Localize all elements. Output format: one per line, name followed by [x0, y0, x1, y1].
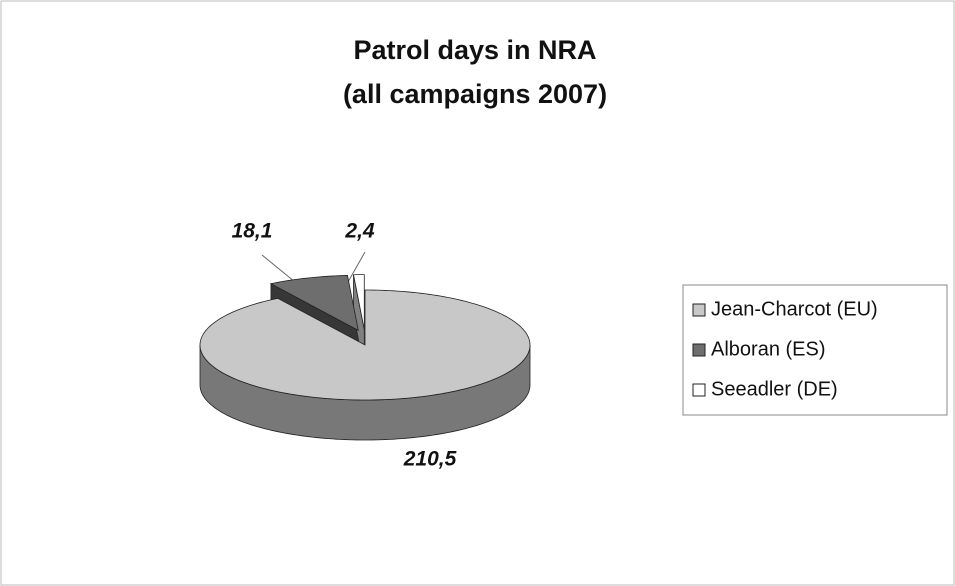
- data-label: 210,5: [403, 448, 457, 471]
- legend-label: Alboran (ES): [711, 338, 826, 360]
- legend-swatch: [692, 343, 706, 357]
- data-label: 18,1: [232, 220, 273, 243]
- legend-box: [682, 284, 948, 416]
- slice: [269, 275, 359, 332]
- legend-label: Jean-Charcot (EU): [711, 298, 878, 320]
- slice: [199, 289, 531, 401]
- legend-swatch: [692, 383, 706, 397]
- legend-label: Seeadler (DE): [711, 378, 838, 400]
- legend-swatch: [692, 303, 706, 317]
- data-label: 2,4: [344, 220, 375, 243]
- leader-line: [261, 254, 296, 283]
- slice: [353, 274, 365, 330]
- chart-title: Patrol days in NRA: [353, 35, 596, 65]
- chart-subtitle: (all campaigns 2007): [343, 79, 607, 109]
- leader-line: [347, 251, 366, 283]
